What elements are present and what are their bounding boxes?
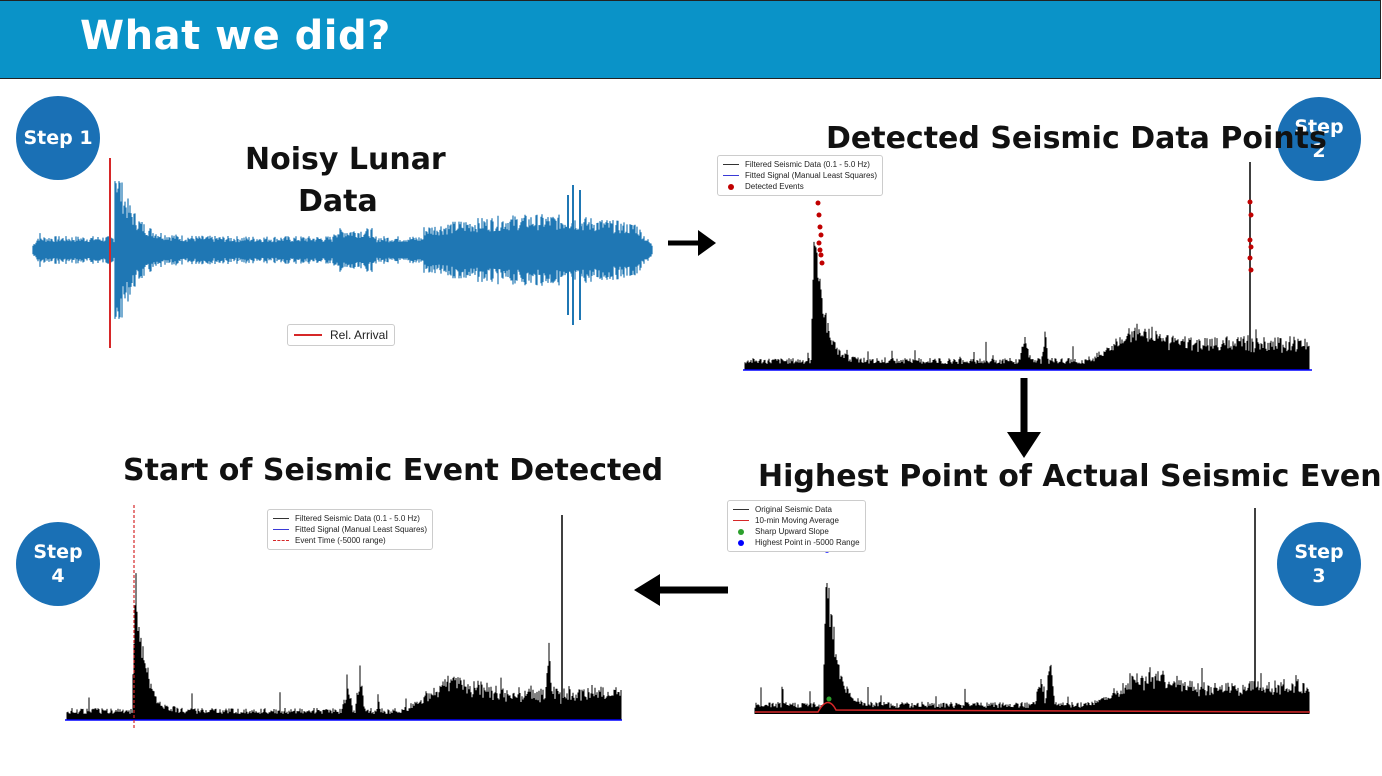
legend-detected-events: Detected Events xyxy=(745,182,804,191)
event-start-plot xyxy=(65,505,622,728)
sharp-slope-point xyxy=(826,696,832,702)
filtered-signal-2 xyxy=(744,241,1310,370)
arrow-down xyxy=(1007,378,1041,458)
legend-swatch-filtered xyxy=(723,164,739,165)
step-1-caption-line1: Noisy Lunar xyxy=(245,142,446,177)
legend-moving-average: 10-min Moving Average xyxy=(755,516,839,525)
legend-swatch-original xyxy=(733,509,749,510)
legend-fitted-signal-4: Fitted Signal (Manual Least Squares) xyxy=(295,525,428,534)
detected-event-point xyxy=(815,200,821,206)
moving-average-line xyxy=(755,701,1311,713)
highest-point-plot xyxy=(754,508,1311,714)
step-4-badge-label: Step xyxy=(33,541,83,563)
step-4-caption: Start of Seismic Event Detected xyxy=(123,453,664,488)
detected-event-point xyxy=(1247,237,1253,243)
step-2-badge-label: Step xyxy=(1294,116,1344,138)
step-4-badge: Step 4 xyxy=(16,522,100,606)
legend-swatch-highest xyxy=(738,539,744,546)
noisy-waveform-trace xyxy=(32,181,653,319)
legend-rel-arrival: Rel. Arrival xyxy=(330,328,389,342)
legend-highest-point: Highest Point in -5000 Range xyxy=(755,538,860,547)
step-2-badge: Step 2 xyxy=(1277,97,1361,181)
step-3-badge: Step 3 xyxy=(1277,522,1361,606)
arrow-left-head xyxy=(634,574,660,606)
detected-event-point xyxy=(818,252,824,258)
step-3-legend: Original Seismic Data 10-min Moving Aver… xyxy=(727,500,866,552)
step-1-caption-line2: Data xyxy=(298,184,378,219)
legend-swatch-event-time xyxy=(273,540,289,541)
detected-event-point xyxy=(817,224,823,230)
step-3-badge-number: 3 xyxy=(1312,565,1326,587)
step-2-badge-number: 2 xyxy=(1312,140,1326,162)
page-title: What we did? xyxy=(80,13,391,59)
rel-arrival-swatch xyxy=(294,334,322,336)
legend-filtered-seismic: Filtered Seismic Data (0.1 - 5.0 Hz) xyxy=(745,160,870,169)
arrow-right-head xyxy=(698,230,716,256)
detected-event-point xyxy=(818,232,824,238)
filtered-signal-4 xyxy=(66,573,622,720)
step-3-caption: Highest Point of Actual Seismic Event xyxy=(758,459,1382,494)
legend-swatch-moving-avg xyxy=(733,520,749,521)
legend-original-seismic: Original Seismic Data xyxy=(755,505,832,514)
detected-event-point xyxy=(1248,244,1254,250)
step-1-legend: Rel. Arrival xyxy=(287,324,396,346)
legend-swatch-filtered-4 xyxy=(273,518,289,519)
legend-filtered-seismic-4: Filtered Seismic Data (0.1 - 5.0 Hz) xyxy=(295,514,420,523)
step-4-badge-number: 4 xyxy=(51,565,65,587)
detected-event-point xyxy=(1247,199,1253,205)
header-bar: What we did? xyxy=(0,0,1381,79)
step-1-badge: Step 1 xyxy=(16,96,100,180)
step-1-badge-label: Step 1 xyxy=(23,127,93,149)
detected-event-point xyxy=(1248,212,1254,218)
step-2-caption: Detected Seismic Data Points xyxy=(826,121,1327,156)
detected-seismic-points-plot xyxy=(743,162,1312,371)
legend-swatch-detected xyxy=(728,183,734,190)
step-3-badge-label: Step xyxy=(1294,541,1344,563)
legend-swatch-fitted-4 xyxy=(273,529,289,530)
arrow-left xyxy=(634,574,728,606)
detected-event-point xyxy=(1247,255,1253,261)
arrow-right xyxy=(668,230,716,256)
detected-event-point xyxy=(816,212,822,218)
arrow-down-head xyxy=(1007,432,1041,458)
legend-swatch-slope xyxy=(738,528,744,535)
legend-fitted-signal: Fitted Signal (Manual Least Squares) xyxy=(745,171,878,180)
legend-swatch-fitted xyxy=(723,175,739,176)
step-2-legend: Filtered Seismic Data (0.1 - 5.0 Hz) Fit… xyxy=(717,155,884,196)
step-4-legend: Filtered Seismic Data (0.1 - 5.0 Hz) Fit… xyxy=(267,509,434,550)
detected-event-point xyxy=(816,240,822,246)
original-signal-3 xyxy=(754,583,1310,714)
legend-event-time: Event Time (-5000 range) xyxy=(295,536,386,545)
detected-event-point xyxy=(819,260,825,266)
legend-sharp-slope: Sharp Upward Slope xyxy=(755,527,829,536)
noisy-lunar-waveform-plot xyxy=(32,158,653,348)
detected-event-point xyxy=(817,247,823,253)
detected-event-point xyxy=(1248,267,1254,273)
